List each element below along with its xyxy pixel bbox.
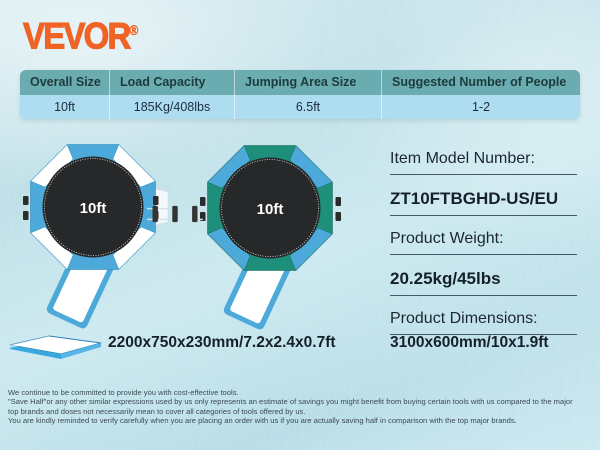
svg-text:10ft: 10ft <box>257 201 284 218</box>
svg-text:10ft: 10ft <box>80 200 107 217</box>
